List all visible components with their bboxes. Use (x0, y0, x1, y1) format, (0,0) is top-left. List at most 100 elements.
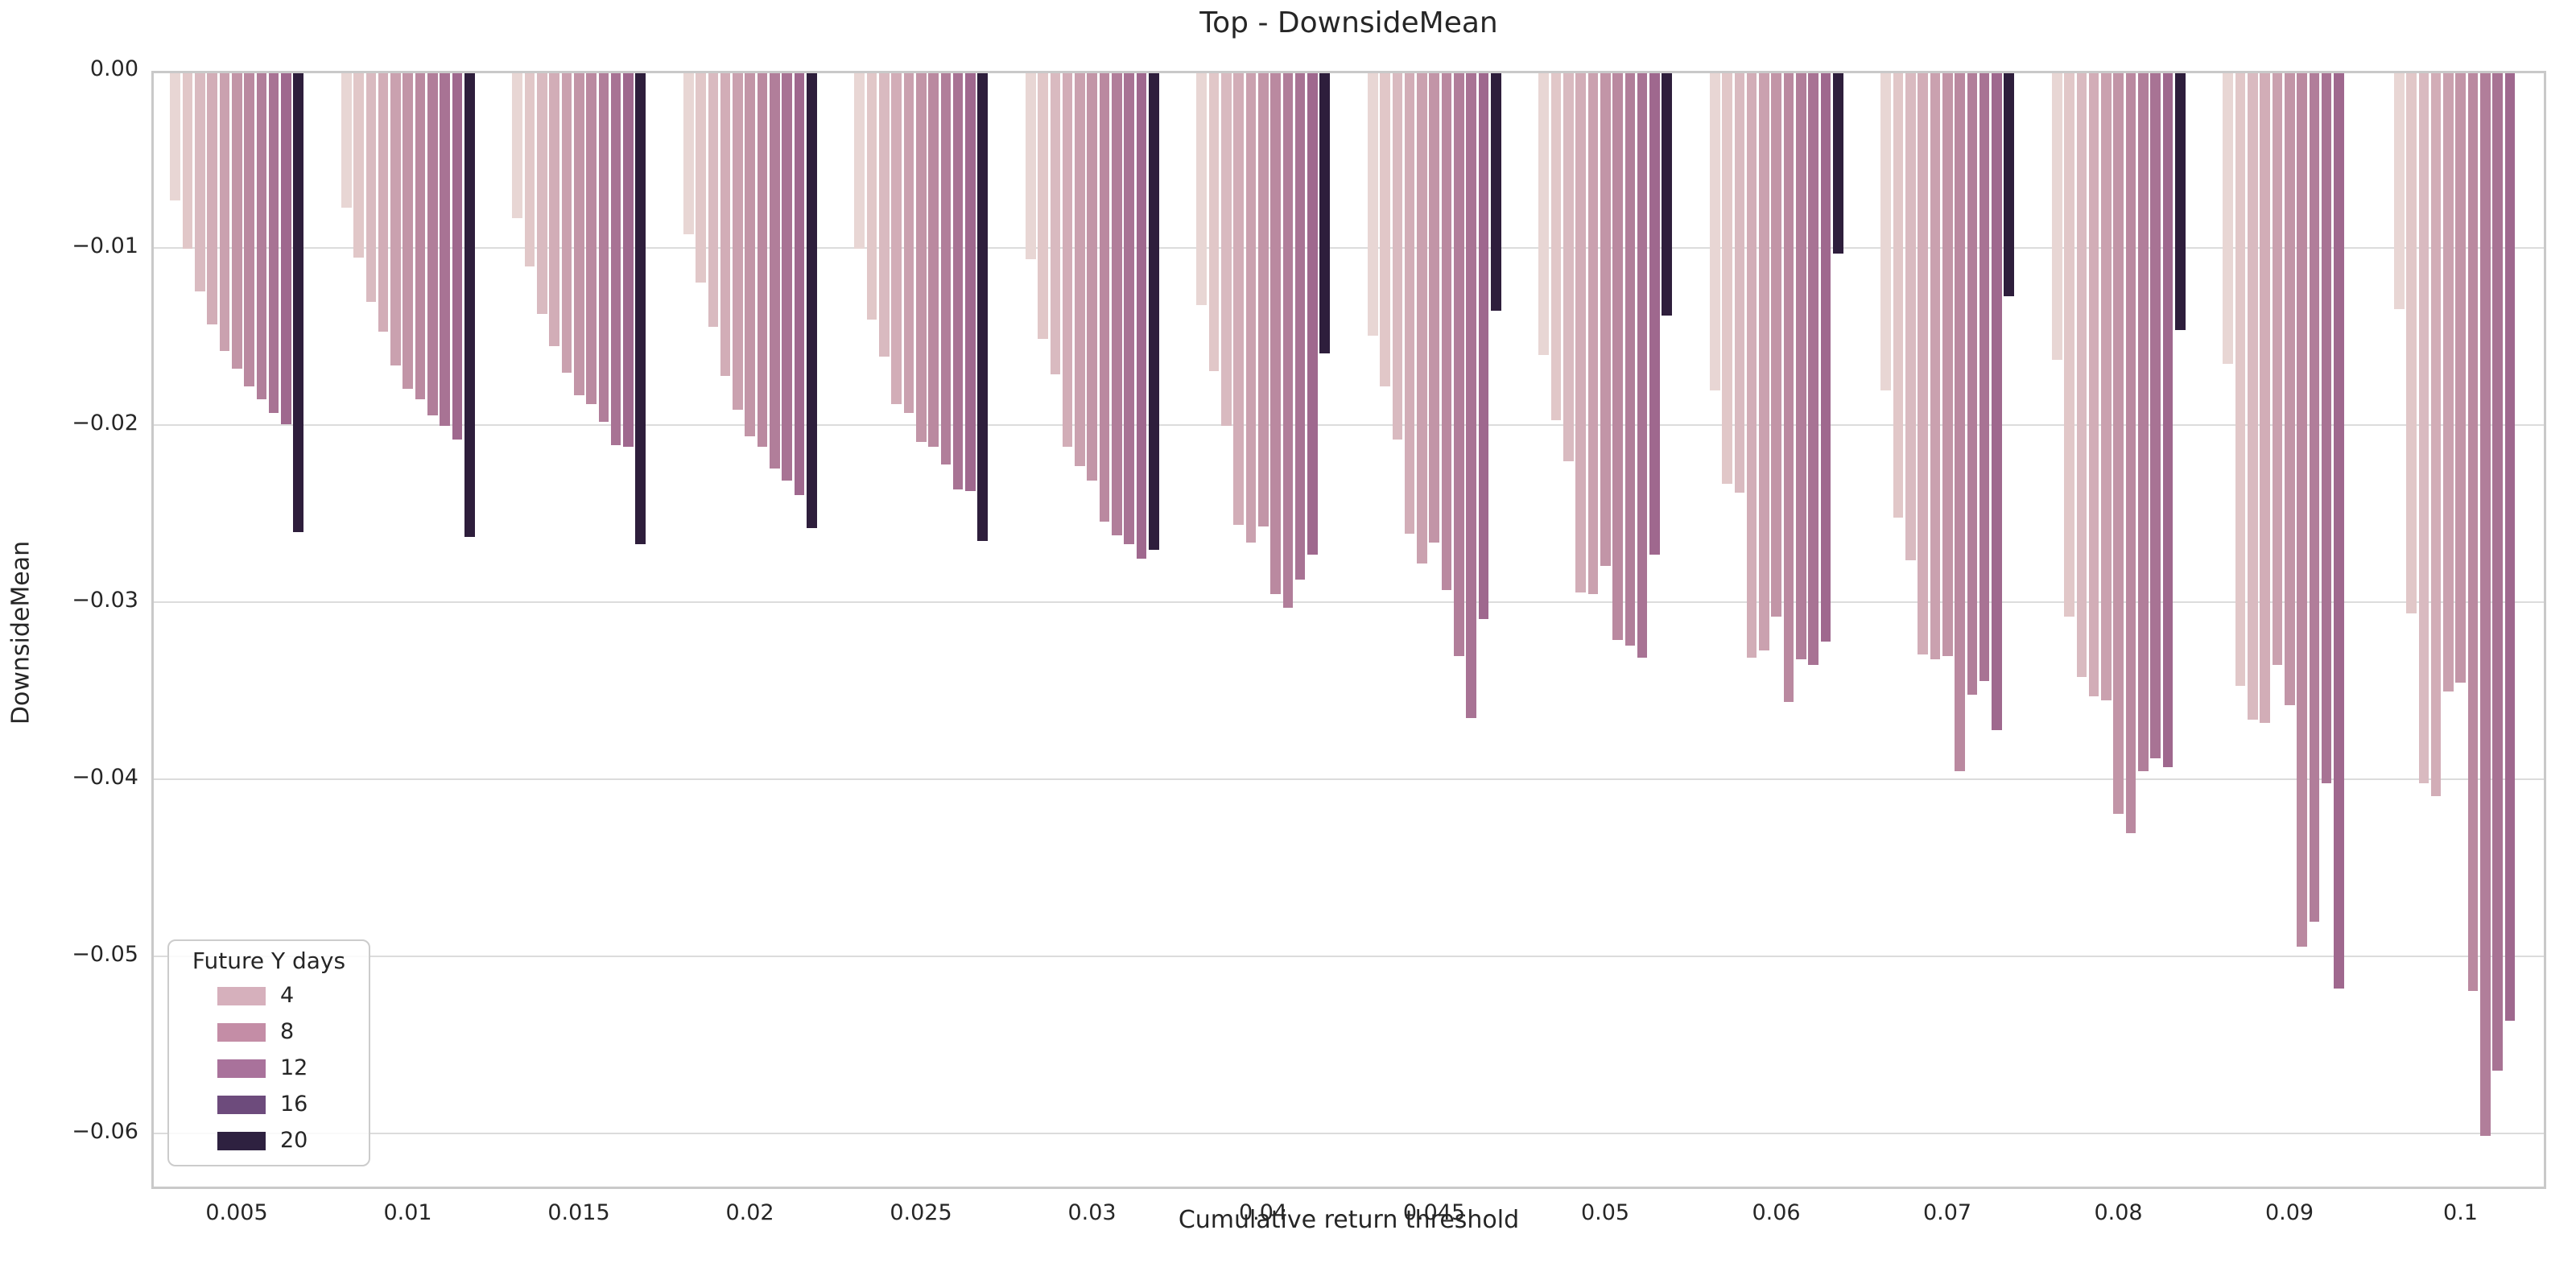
x-tick-label: 0.015 (547, 1200, 610, 1225)
bar-x0.03-day9 (1124, 73, 1134, 544)
legend-item-label: 12 (280, 1055, 308, 1080)
bar-x0.05-day7 (1612, 73, 1623, 640)
legend-swatch (217, 1023, 266, 1042)
bar-x0.045-day4 (1404, 73, 1415, 534)
gridline (154, 247, 2544, 249)
bar-x0.05-day9 (1637, 73, 1648, 658)
x-tick-label: 0.05 (1580, 1200, 1630, 1225)
bar-x0.09-day10 (2334, 73, 2344, 989)
bar-x0.045-day6 (1429, 73, 1440, 543)
bar-x0.015-day7 (586, 73, 597, 404)
legend-item-label: 16 (280, 1092, 308, 1117)
x-tick-label: 0.025 (890, 1200, 952, 1225)
bar-x0.03-day5 (1075, 73, 1085, 466)
bar-x0.03-day6 (1087, 73, 1098, 481)
bar-x0.045-day7 (1441, 73, 1452, 590)
bar-x0.07-day9 (1979, 73, 1990, 681)
bar-x0.04-day20 (1319, 73, 1331, 353)
bar-x0.08-day2 (2064, 73, 2074, 617)
bar-x0.005-day10 (281, 73, 291, 424)
x-tick-label: 0.09 (2264, 1200, 2314, 1225)
legend-item-label: 4 (280, 983, 295, 1008)
bar-x0.04-day1 (1196, 73, 1208, 305)
bar-x0.045-day8 (1454, 73, 1464, 656)
bar-x0.005-day7 (244, 73, 254, 386)
bar-x0.02-day1 (683, 73, 694, 234)
bar-x0.08-day8 (2138, 73, 2149, 771)
bar-x0.005-day5 (219, 73, 230, 351)
bar-x0.04-day8 (1282, 73, 1294, 608)
bar-x0.07-day8 (1967, 73, 1978, 695)
legend-swatch (217, 1132, 266, 1150)
bar-x0.09-day5 (2272, 73, 2283, 665)
bar-x0.005-day2 (182, 73, 193, 249)
bar-x0.025-day20 (977, 73, 989, 541)
bar-x0.09-day6 (2284, 73, 2295, 705)
bar-x0.1-day2 (2406, 73, 2417, 613)
bar-x0.01-day10 (452, 73, 463, 440)
bar-x0.01-day2 (353, 73, 364, 258)
bar-x0.1-day6 (2455, 73, 2467, 683)
bar-x0.07-day4 (1918, 73, 1928, 654)
bar-x0.06-day5 (1759, 73, 1769, 650)
bar-x0.04-day9 (1294, 73, 1306, 580)
bar-x0.05-day5 (1587, 73, 1599, 594)
bar-x0.06-day9 (1808, 73, 1818, 665)
x-tick-label: 0.04 (1238, 1200, 1288, 1225)
y-tick-label: −0.04 (72, 765, 138, 790)
bar-x0.08-day7 (2125, 73, 2136, 833)
plot-area: Future Y days 4 8 12 16 20 (151, 71, 2546, 1189)
bar-x0.07-day20 (2004, 73, 2015, 296)
bar-x0.025-day8 (940, 73, 952, 464)
bar-x0.03-day10 (1136, 73, 1147, 559)
bar-x0.05-day20 (1662, 73, 1673, 316)
legend-title: Future Y days (192, 947, 346, 974)
bar-x0.005-day1 (170, 73, 181, 200)
bar-x0.01-day9 (440, 73, 450, 426)
bar-x0.06-day20 (1832, 73, 1843, 254)
x-tick-label: 0.02 (725, 1200, 774, 1225)
bar-x0.005-day8 (256, 73, 267, 399)
bar-x0.05-day4 (1575, 73, 1586, 592)
bar-x0.03-day1 (1025, 73, 1036, 259)
legend-item-label: 20 (280, 1128, 308, 1153)
y-tick-label: −0.05 (72, 942, 138, 967)
bar-x0.1-day5 (2443, 73, 2454, 691)
bar-x0.09-day7 (2297, 73, 2307, 947)
bar-x0.01-day1 (341, 73, 352, 208)
bar-x0.01-day20 (464, 73, 475, 537)
x-tick-label: 0.07 (1922, 1200, 1972, 1225)
bar-x0.08-day3 (2076, 73, 2087, 677)
bar-x0.025-day7 (928, 73, 939, 447)
bar-x0.045-day2 (1380, 73, 1390, 386)
legend-item-16: 16 (169, 1087, 369, 1123)
y-tick-label: 0.00 (89, 56, 138, 81)
bar-x0.02-day9 (782, 73, 792, 481)
bar-x0.04-day10 (1307, 73, 1318, 555)
bar-x0.06-day2 (1722, 73, 1732, 484)
bar-x0.09-day9 (2321, 73, 2332, 783)
bar-x0.1-day1 (2393, 73, 2405, 309)
bar-x0.025-day6 (915, 73, 927, 442)
bar-x0.045-day3 (1392, 73, 1403, 440)
bar-x0.015-day3 (537, 73, 547, 314)
legend-item-label: 8 (280, 1019, 295, 1044)
bar-x0.1-day4 (2430, 73, 2442, 796)
bar-x0.045-day10 (1478, 73, 1489, 619)
bar-x0.015-day6 (573, 73, 584, 395)
bar-x0.015-day1 (512, 73, 523, 218)
x-tick-label: 0.01 (383, 1200, 432, 1225)
bar-x0.02-day7 (757, 73, 768, 447)
bar-x0.025-day5 (903, 73, 914, 413)
bar-x0.04-day5 (1245, 73, 1257, 543)
bar-x0.02-day10 (794, 73, 805, 495)
bar-x0.06-day7 (1783, 73, 1794, 702)
chart-title: Top - DownsideMean (1199, 6, 1498, 39)
bar-x0.015-day10 (623, 73, 634, 447)
bar-x0.07-day5 (1930, 73, 1941, 659)
bar-x0.07-day1 (1880, 73, 1892, 390)
bar-x0.1-day10 (2504, 73, 2516, 1021)
bar-x0.08-day10 (2162, 73, 2174, 767)
bar-x0.1-day7 (2467, 73, 2479, 991)
